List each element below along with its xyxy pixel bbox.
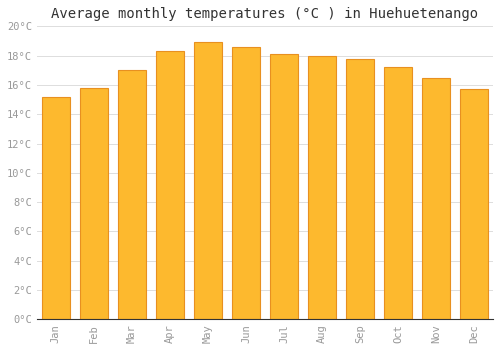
Bar [308,56,336,320]
Bar [460,89,487,320]
Bar [346,58,374,320]
Bar [384,67,411,320]
Bar [422,78,450,320]
Bar [156,51,184,320]
Bar [194,42,222,320]
Bar [232,47,260,320]
Bar [80,88,108,320]
Bar [118,70,146,320]
Bar [42,97,70,320]
Title: Average monthly temperatures (°C ) in Huehuetenango: Average monthly temperatures (°C ) in Hu… [52,7,478,21]
Bar [270,54,297,320]
